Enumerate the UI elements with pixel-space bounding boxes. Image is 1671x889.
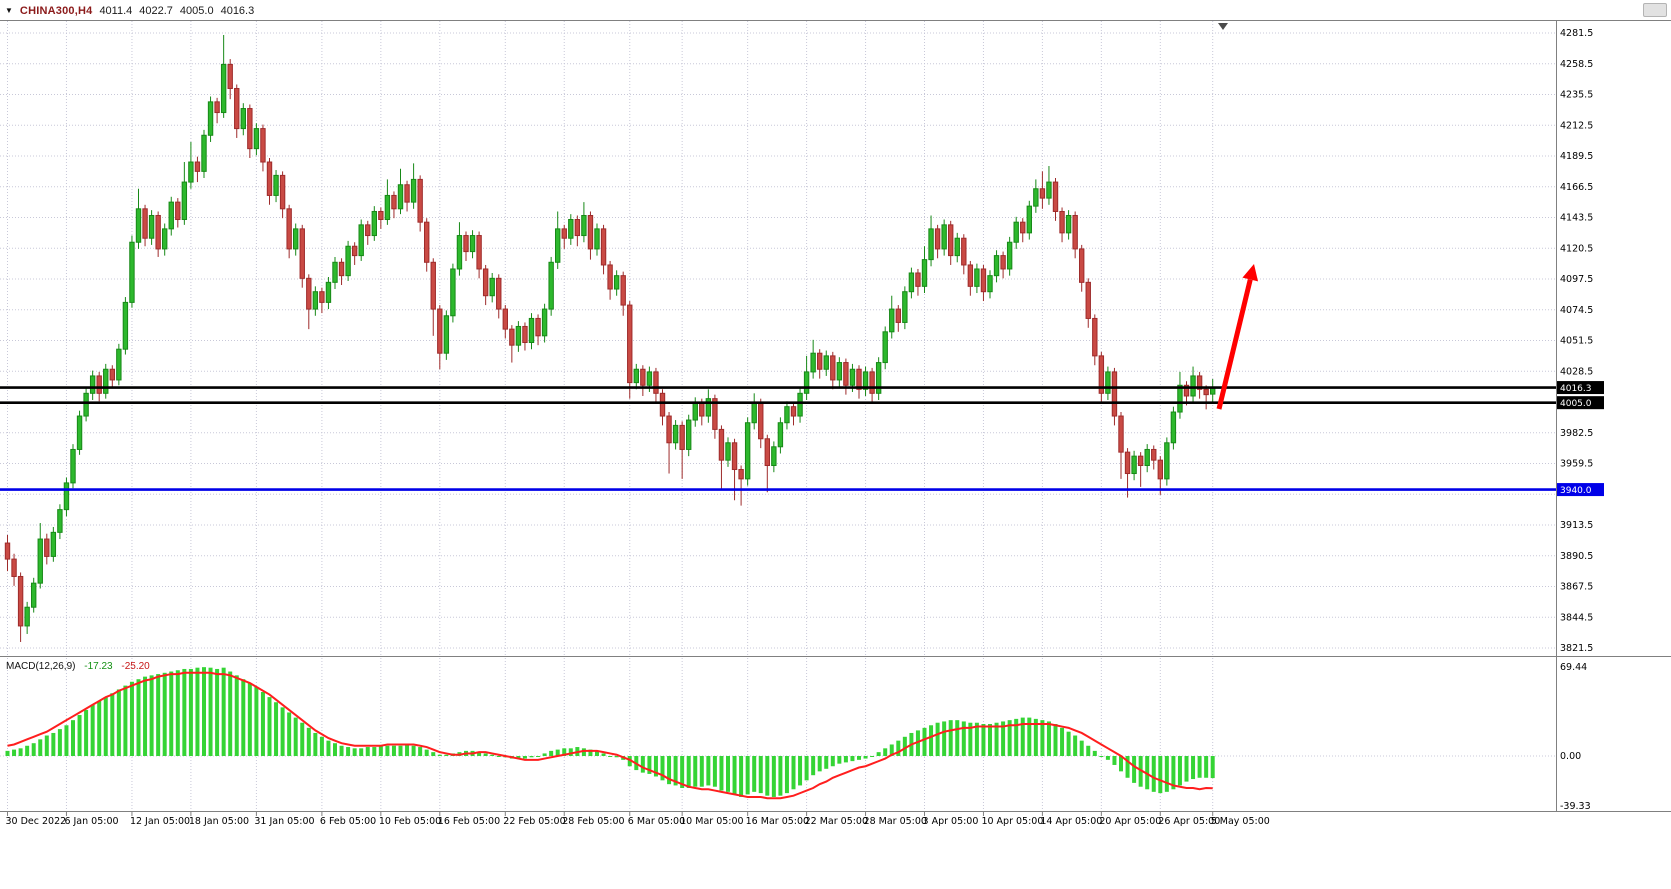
svg-text:3890.5: 3890.5 [1560, 551, 1593, 562]
svg-text:3867.5: 3867.5 [1560, 582, 1593, 593]
price-badges: 4016.3 4005.0 3940.0 [1557, 381, 1604, 497]
svg-text:3821.5: 3821.5 [1560, 643, 1593, 654]
price-badge-3940.0 [1557, 483, 1604, 497]
svg-text:22 Feb 05:00: 22 Feb 05:00 [503, 816, 565, 827]
ohlc-close: 4016.3 [220, 4, 255, 17]
pane-separators [0, 20, 1671, 816]
svg-text:12 Jan 05:00: 12 Jan 05:00 [130, 816, 190, 827]
svg-text:14 Apr 05:00: 14 Apr 05:00 [1040, 816, 1102, 827]
symbol-title: CHINA300,H4 [19, 4, 93, 17]
svg-text:10 Feb 05:00: 10 Feb 05:00 [379, 816, 441, 827]
macd-info-label: MACD(12,26,9) -17.23 -25.20 [6, 661, 150, 672]
price-badge-4016.3 [1557, 381, 1604, 395]
svg-text:26 Apr 05:00: 26 Apr 05:00 [1158, 816, 1220, 827]
svg-text:6 Feb 05:00: 6 Feb 05:00 [320, 816, 376, 827]
svg-text:4212.5: 4212.5 [1560, 120, 1593, 131]
svg-text:16 Mar 05:00: 16 Mar 05:00 [746, 816, 809, 827]
macd-value: -17.23 [84, 661, 113, 672]
ohlc-open: 4011.4 [99, 4, 133, 17]
svg-text:4143.5: 4143.5 [1560, 213, 1593, 224]
svg-text:28 Feb 05:00: 28 Feb 05:00 [562, 816, 624, 827]
macd-axis-labels[interactable]: 69.44 0.00 -39.33 [1560, 662, 1591, 812]
chart-shift-marker[interactable] [1218, 23, 1228, 30]
price-badge-4005.0 [1557, 396, 1604, 410]
svg-text:4258.5: 4258.5 [1560, 59, 1593, 70]
svg-text:4166.5: 4166.5 [1560, 182, 1593, 193]
macd-signal-value: -25.20 [121, 661, 150, 672]
svg-text:4120.5: 4120.5 [1560, 243, 1593, 254]
svg-text:31 Jan 05:00: 31 Jan 05:00 [254, 816, 314, 827]
svg-text:3844.5: 3844.5 [1560, 612, 1593, 623]
svg-text:28 Mar 05:00: 28 Mar 05:00 [864, 816, 927, 827]
svg-text:69.44: 69.44 [1560, 662, 1587, 673]
chart-info-bar: ▼ CHINA300,H4 4011.4 4022.7 4005.0 4016.… [5, 3, 254, 18]
svg-text:4005.0: 4005.0 [1560, 399, 1592, 409]
trend-arrow[interactable] [1216, 278, 1253, 410]
svg-text:10 Apr 05:00: 10 Apr 05:00 [981, 816, 1043, 827]
ohlc-high: 4022.7 [139, 4, 173, 17]
svg-text:3959.5: 3959.5 [1560, 459, 1593, 470]
svg-text:22 Mar 05:00: 22 Mar 05:00 [805, 816, 868, 827]
trend-arrow-head [1242, 264, 1259, 282]
grid-layer [0, 21, 1556, 810]
svg-text:4097.5: 4097.5 [1560, 274, 1593, 285]
ohlc-low: 4005.0 [179, 4, 214, 17]
macd-histogram-layer [5, 667, 1215, 797]
svg-text:0.00: 0.00 [1560, 751, 1581, 762]
svg-text:6 Mar 05:00: 6 Mar 05:00 [628, 816, 685, 827]
svg-text:4235.5: 4235.5 [1560, 90, 1593, 101]
svg-text:20 Apr 05:00: 20 Apr 05:00 [1099, 816, 1161, 827]
svg-text:10 Mar 05:00: 10 Mar 05:00 [680, 816, 743, 827]
svg-text:-39.33: -39.33 [1560, 801, 1591, 812]
svg-text:16 Feb 05:00: 16 Feb 05:00 [438, 816, 500, 827]
svg-text:4051.5: 4051.5 [1560, 336, 1593, 347]
svg-text:5 May 05:00: 5 May 05:00 [1211, 816, 1270, 827]
svg-text:30 Dec 2022: 30 Dec 2022 [6, 816, 67, 827]
svg-text:4281.5: 4281.5 [1560, 28, 1593, 39]
svg-text:4016.3: 4016.3 [1560, 384, 1592, 394]
svg-text:4189.5: 4189.5 [1560, 151, 1593, 162]
macd-title: MACD(12,26,9) [6, 661, 76, 672]
chart-corner-control[interactable] [1643, 3, 1667, 17]
svg-text:6 Jan 05:00: 6 Jan 05:00 [64, 816, 118, 827]
svg-text:4074.5: 4074.5 [1560, 305, 1593, 316]
svg-text:3982.5: 3982.5 [1560, 428, 1593, 439]
price-axis-labels[interactable]: 4281.5 4258.5 4235.5 4212.5 4189.5 4166.5 4143… [1560, 28, 1593, 654]
candles-layer [4, 35, 1216, 642]
svg-text:18 Jan 05:00: 18 Jan 05:00 [189, 816, 249, 827]
symbol-dropdown-icon[interactable]: ▼ [5, 6, 13, 15]
svg-text:3940.0: 3940.0 [1560, 486, 1592, 496]
svg-text:3913.5: 3913.5 [1560, 520, 1593, 531]
svg-text:4028.5: 4028.5 [1560, 366, 1593, 377]
macd-signal-line [7, 671, 1213, 800]
svg-text:3 Apr 05:00: 3 Apr 05:00 [923, 816, 979, 827]
